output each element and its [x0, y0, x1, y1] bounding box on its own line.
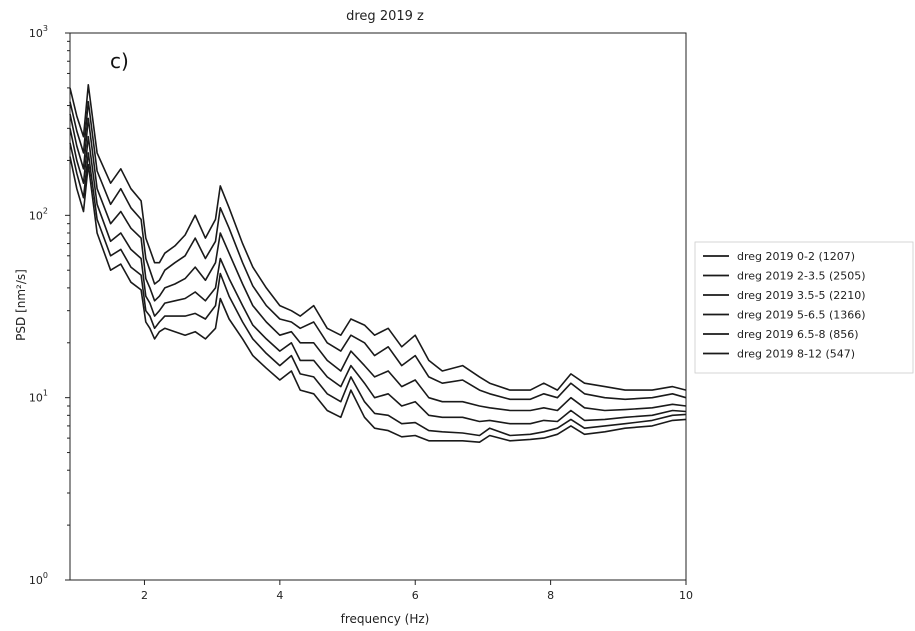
legend-entry: dreg 2019 3.5-5 (2210)	[737, 289, 866, 302]
series-line-4	[69, 128, 687, 425]
y-axis: 100 101 102 103	[29, 24, 70, 587]
legend-box	[694, 241, 914, 374]
y-tick-label: 100	[29, 571, 48, 587]
axes-frame	[69, 32, 687, 581]
series-line-5	[69, 142, 687, 437]
legend-entry: dreg 2019 6.5-8 (856)	[737, 328, 859, 341]
x-tick-label: 4	[276, 589, 283, 602]
series-line-3	[69, 113, 687, 412]
legend-entry: dreg 2019 2-3.5 (2505)	[737, 270, 866, 283]
series-line-1	[69, 84, 687, 391]
y-axis-label: PSD [nm²/s]	[14, 269, 28, 341]
x-tick-label: 6	[412, 589, 419, 602]
y-tick-label: 103	[29, 24, 48, 40]
legend-entry: dreg 2019 5-6.5 (1366)	[737, 309, 866, 322]
x-tick-label: 10	[679, 589, 693, 602]
legend-entry: dreg 2019 8-12 (547)	[737, 348, 855, 361]
x-axis: 2 4 6 8 10	[141, 580, 693, 602]
x-tick-label: 2	[141, 589, 148, 602]
x-tick-label: 8	[547, 589, 554, 602]
plot-area	[69, 32, 687, 581]
legend: dreg 2019 0-2 (1207) dreg 2019 2-3.5 (250…	[694, 241, 914, 374]
series-group	[69, 84, 687, 443]
chart-title: dreg 2019 z	[346, 9, 424, 24]
y-tick-label: 101	[29, 389, 48, 405]
x-axis-label: frequency (Hz)	[341, 612, 430, 626]
y-tick-label: 102	[29, 206, 48, 222]
panel-label: c)	[110, 49, 129, 73]
series-line-6	[69, 156, 687, 443]
series-line-2	[69, 100, 687, 401]
legend-entry: dreg 2019 0-2 (1207)	[737, 250, 855, 263]
